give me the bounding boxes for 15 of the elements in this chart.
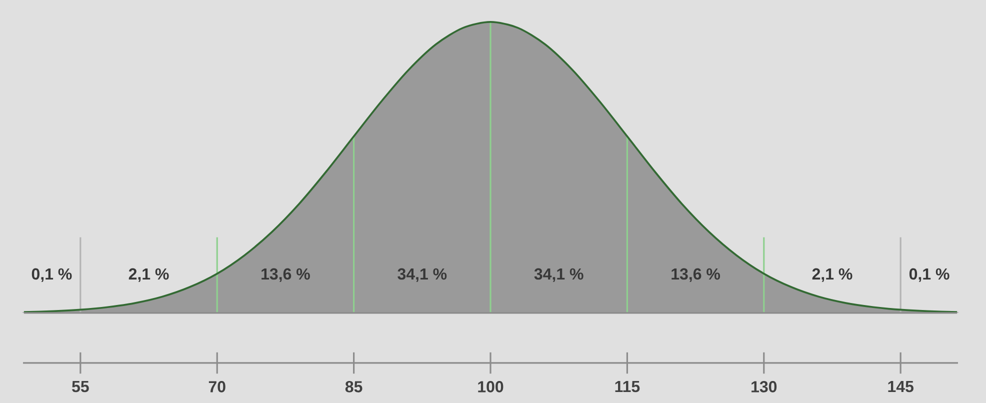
x-tick-label: 100 (478, 381, 504, 392)
x-tick-label: 55 (72, 381, 89, 392)
x-tick-label: 115 (615, 381, 640, 392)
annotation: 13,6 % (672, 268, 720, 282)
x-tick-label: 85 (345, 381, 362, 392)
x-tick-label: 70 (208, 381, 226, 392)
annotation: 2,1 % (128, 268, 169, 282)
annotation: 2,1 % (812, 268, 852, 282)
annotation: 34,1 % (534, 268, 584, 282)
x-tick-label: 145 (888, 381, 914, 392)
annotation: 0,1 % (909, 268, 950, 282)
annotation: 0,1 % (32, 268, 72, 282)
x-tick-label: 130 (752, 381, 777, 392)
annotation: 13,6 % (262, 268, 310, 282)
annotation: 34,1 % (398, 268, 447, 282)
